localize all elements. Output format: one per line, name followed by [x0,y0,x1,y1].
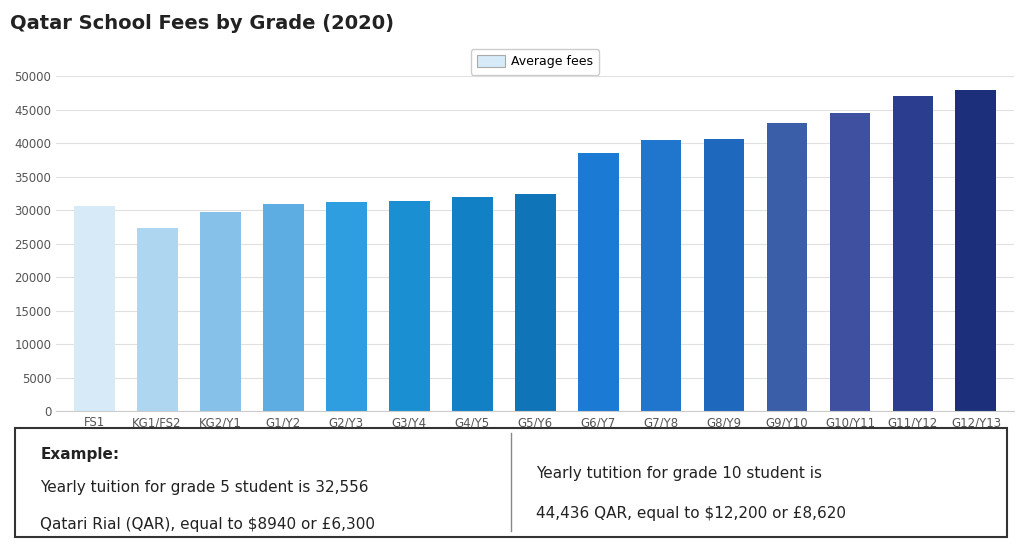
Bar [893,96,934,411]
Bar [262,204,303,411]
Bar [641,140,682,411]
FancyBboxPatch shape [15,428,1007,537]
Text: Qatari Rial (QAR), equal to $8940 or £6,300: Qatari Rial (QAR), equal to $8940 or £6,… [40,517,375,532]
Text: Yearly tutition for grade 10 student is: Yearly tutition for grade 10 student is [536,466,821,481]
Bar [326,202,367,411]
Legend: Average fees: Average fees [471,49,599,75]
Bar [515,193,555,411]
Bar [703,140,744,411]
Text: Yearly tuition for grade 5 student is 32,556: Yearly tuition for grade 5 student is 32… [40,480,369,495]
Text: Qatar School Fees by Grade (2020): Qatar School Fees by Grade (2020) [10,14,394,33]
Bar [829,113,870,411]
Bar [74,207,115,411]
Bar [452,197,493,411]
Bar [955,90,996,411]
Bar [200,211,241,411]
Text: Example:: Example: [40,447,119,463]
Bar [136,228,177,411]
Bar [767,123,808,411]
Bar [578,153,618,411]
Bar [388,201,429,411]
Text: 44,436 QAR, equal to $12,200 or £8,620: 44,436 QAR, equal to $12,200 or £8,620 [536,506,846,522]
